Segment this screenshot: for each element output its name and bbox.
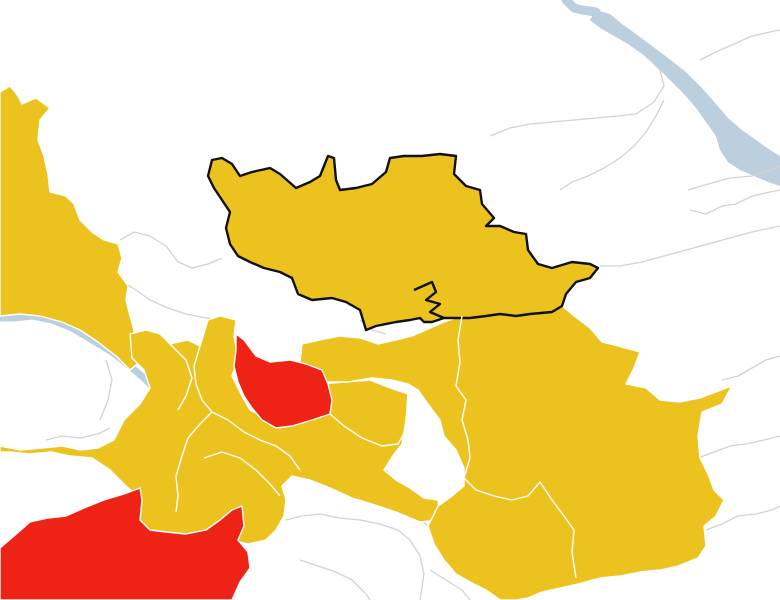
internal-boundary (175, 345, 213, 513)
boundary-line (689, 189, 780, 215)
boundary-line (285, 513, 425, 600)
boundary-line (119, 279, 223, 321)
estuary-water-ne (590, 10, 780, 186)
boundary-line (699, 29, 780, 61)
boundary-line (429, 569, 471, 600)
region-highlighted[interactable] (207, 153, 599, 331)
boundary-line (687, 165, 780, 191)
boundary-line (721, 355, 780, 381)
highlighted-region-notch (413, 280, 445, 320)
boundary-line (705, 505, 780, 531)
region-red-central[interactable] (233, 333, 333, 429)
region-west-strip[interactable] (0, 85, 143, 371)
internal-boundary (203, 451, 281, 497)
highlighted-region-border (206, 152, 600, 332)
river-ne-upper (561, 0, 601, 17)
boundary-line (99, 359, 113, 421)
highlight-layer (206, 152, 600, 332)
boundary-line (559, 99, 665, 191)
boundary-line (489, 57, 665, 137)
boundary-line (697, 435, 780, 459)
region-red-southwest[interactable] (0, 487, 251, 600)
boundary-line (299, 559, 371, 600)
internal-boundary (211, 411, 301, 471)
boundary-line (600, 225, 780, 267)
boundary-line (45, 427, 111, 441)
region-central-cluster[interactable] (0, 315, 441, 545)
internal-boundary (455, 315, 577, 579)
internal-boundary (169, 343, 193, 411)
boundary-line (119, 231, 223, 269)
internal-boundaries (169, 315, 577, 579)
regions-layer (0, 85, 733, 600)
internal-boundary (329, 413, 407, 447)
